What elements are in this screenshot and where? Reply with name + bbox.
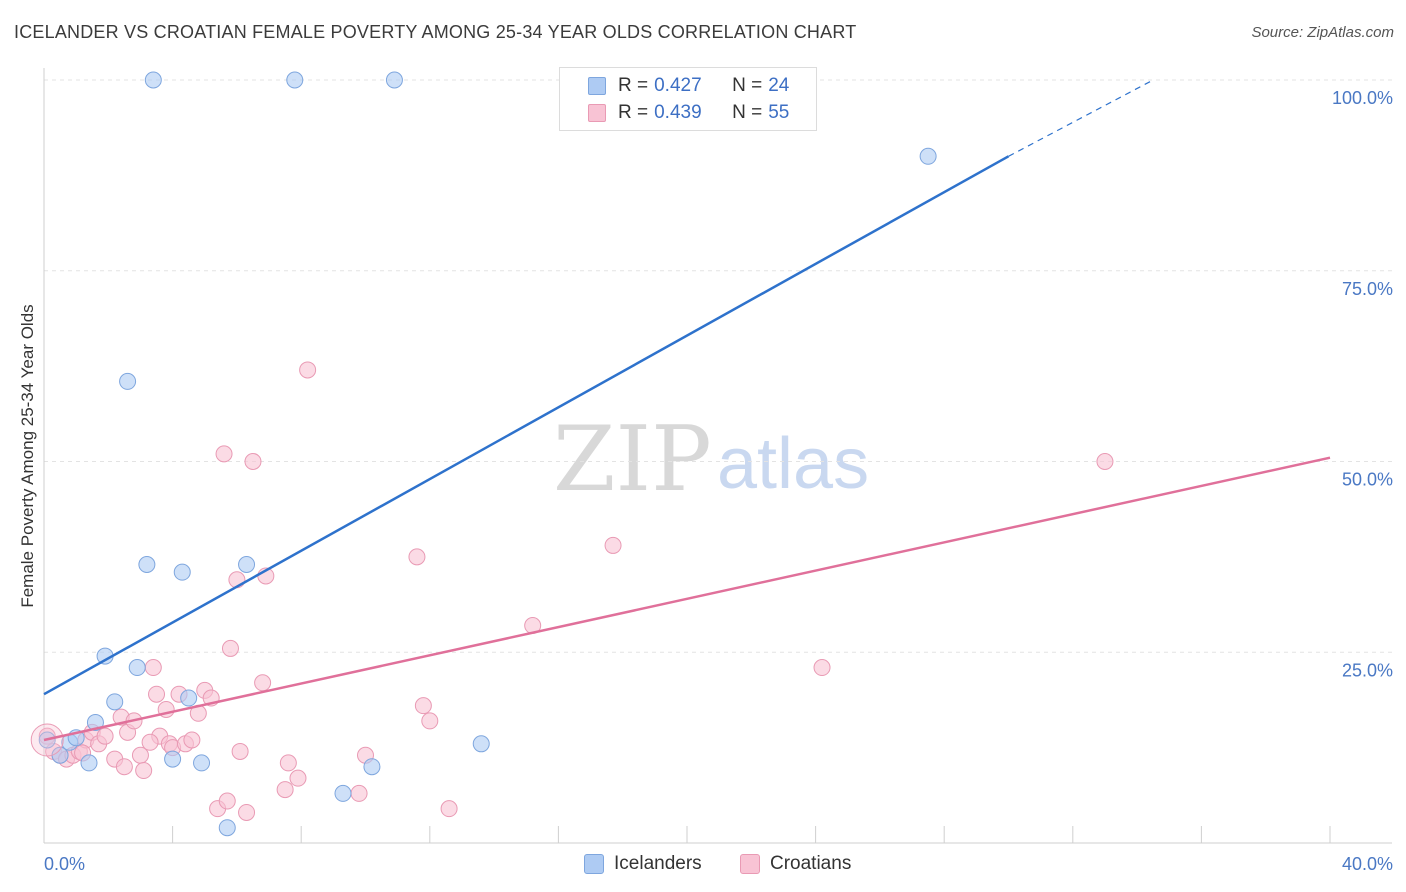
icelanders-swatch [588, 77, 606, 95]
icelanders-point [144, 71, 162, 89]
croatians-point [1096, 453, 1114, 470]
icelanders-trend-extension [1008, 79, 1154, 157]
x-tick-label-max: 40.0% [1342, 854, 1393, 874]
croatians-point [135, 762, 153, 780]
croatians-point [231, 742, 249, 760]
icelanders-point [106, 693, 124, 711]
croatians-trend-line [43, 456, 1331, 742]
legend-n-value: 55 [768, 102, 790, 123]
y-tick-label: 75.0% [1342, 279, 1393, 299]
legend-row-croatians: R = 0.439 N = 55 [560, 100, 789, 126]
croatians-legend-label: Croatians [770, 853, 852, 874]
croatians-point [299, 361, 317, 379]
icelanders-point [128, 659, 146, 677]
correlation-legend: R = 0.427 N = 24 R = 0.439 N = 55 [559, 67, 817, 131]
icelanders-point [472, 735, 490, 753]
icelanders-point [193, 754, 211, 772]
croatians-point [215, 445, 233, 463]
icelanders-point [238, 556, 256, 574]
icelanders-point [286, 71, 304, 89]
icelanders-point [180, 689, 198, 707]
y-tick-label: 25.0% [1342, 660, 1393, 680]
y-tick-label: 50.0% [1342, 470, 1393, 490]
croatians-point [218, 792, 236, 810]
croatians-point [141, 733, 159, 751]
croatians-point [414, 697, 432, 715]
croatians-point [96, 727, 114, 745]
icelanders-point [385, 71, 403, 89]
bottom-legend-icelanders: Icelanders [584, 852, 702, 876]
icelanders-point [164, 750, 182, 768]
icelanders-point [173, 563, 191, 581]
croatians-point [238, 803, 256, 821]
croatians-point [276, 781, 294, 799]
croatians-point [148, 685, 166, 703]
legend-r-value: 0.439 [654, 102, 702, 123]
icelanders-point [334, 784, 352, 802]
croatians-point [115, 758, 133, 776]
icelanders-point [80, 754, 98, 772]
croatians-point [408, 548, 426, 566]
icelanders-point [218, 819, 236, 837]
croatians-swatch [588, 104, 606, 122]
legend-r-label: R = [618, 102, 649, 123]
icelanders-legend-label: Icelanders [614, 853, 702, 874]
croatians-legend-swatch [740, 854, 760, 874]
croatians-point [421, 712, 439, 730]
icelanders-legend-swatch [584, 854, 604, 874]
icelanders-point [119, 372, 137, 390]
icelanders-point [138, 556, 156, 574]
croatians-point [254, 674, 272, 692]
croatians-point [279, 754, 297, 772]
legend-r-value: 0.427 [654, 75, 702, 96]
chart-title: ICELANDER VS CROATIAN FEMALE POVERTY AMO… [14, 22, 857, 42]
watermark-atlas: atlas [717, 424, 869, 504]
watermark-zip: ZIP [553, 407, 712, 512]
legend-row-icelanders: R = 0.427 N = 24 [560, 73, 789, 99]
croatians-point [350, 784, 368, 802]
croatians-point [813, 659, 831, 677]
legend-r-label: R = [618, 75, 649, 96]
legend-n-label: N = [732, 75, 763, 96]
croatians-point [604, 536, 622, 554]
bottom-legend-croatians: Croatians [740, 852, 851, 876]
icelanders-point [363, 758, 381, 776]
croatians-point [289, 769, 307, 787]
legend-n-label: N = [732, 102, 763, 123]
source-credit: Source: ZipAtlas.com [1251, 24, 1394, 41]
croatians-point [221, 639, 239, 657]
icelanders-trend-line [43, 155, 1010, 696]
croatians-point [144, 659, 162, 677]
y-tick-label: 100.0% [1332, 88, 1393, 108]
croatians-point [440, 800, 458, 818]
x-tick-label-min: 0.0% [44, 854, 85, 874]
croatians-point [244, 453, 262, 470]
legend-n-value: 24 [768, 75, 790, 96]
croatians-point [183, 731, 201, 749]
icelanders-point [86, 713, 104, 731]
icelanders-point [919, 147, 937, 165]
